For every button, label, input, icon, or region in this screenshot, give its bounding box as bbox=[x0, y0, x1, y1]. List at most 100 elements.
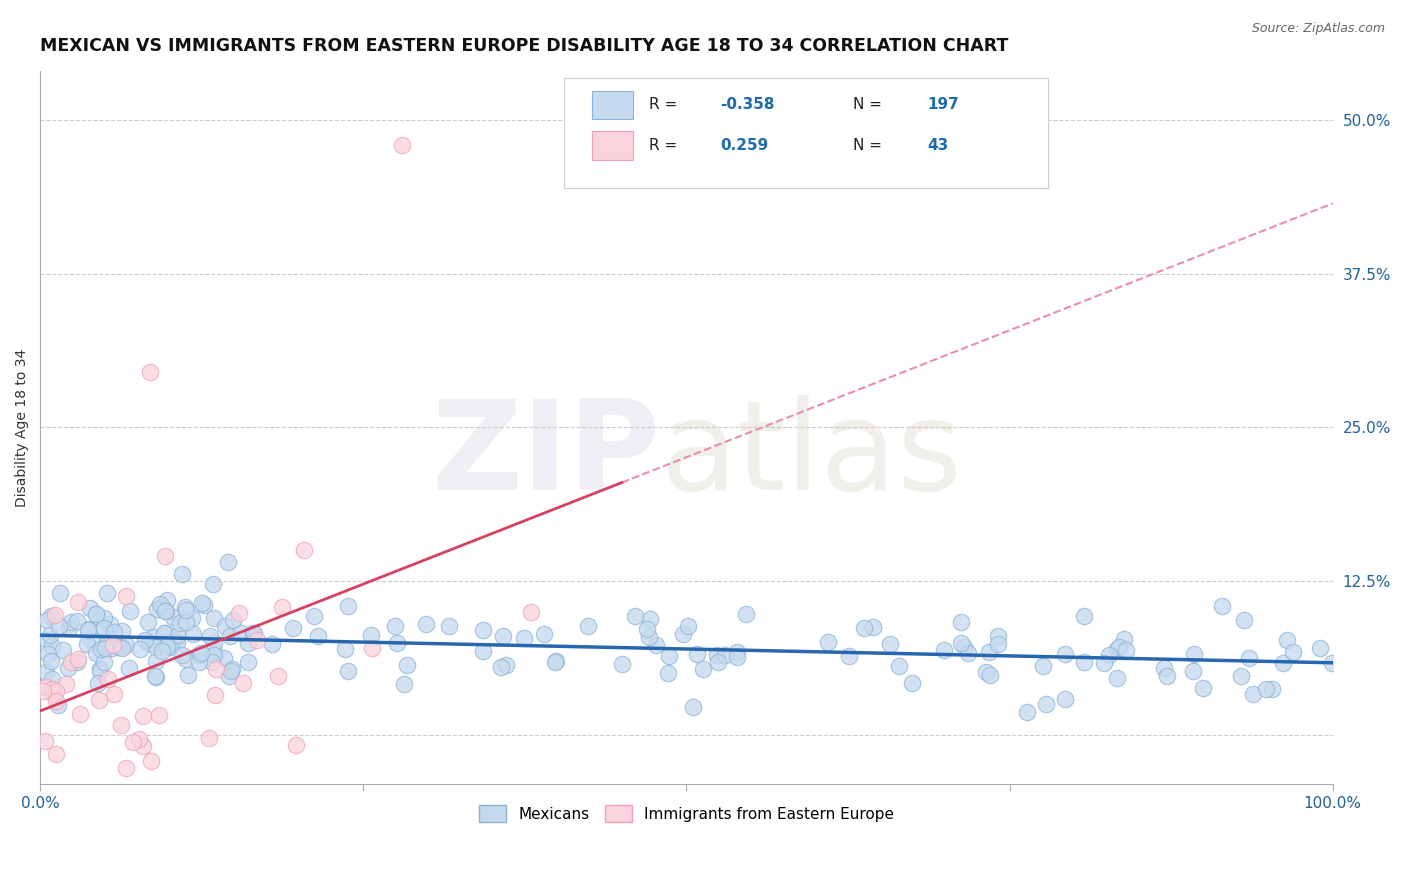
Point bbox=[1309, 641, 1331, 656]
Point bbox=[45, 747, 67, 761]
Point bbox=[41, 681, 63, 696]
Point bbox=[115, 761, 138, 775]
Point bbox=[1054, 692, 1077, 706]
Point bbox=[977, 645, 1000, 659]
Point bbox=[60, 615, 83, 629]
Point bbox=[84, 607, 107, 621]
Point bbox=[1053, 647, 1076, 661]
Point bbox=[84, 607, 107, 622]
Point bbox=[197, 731, 219, 745]
Point bbox=[163, 633, 186, 648]
Point bbox=[489, 659, 512, 673]
Point bbox=[93, 611, 115, 625]
Point bbox=[222, 613, 245, 627]
Point bbox=[35, 633, 58, 648]
Point bbox=[202, 577, 225, 591]
Point bbox=[187, 655, 209, 669]
Point bbox=[41, 672, 63, 686]
Point bbox=[229, 626, 252, 640]
Point bbox=[67, 652, 90, 666]
Point bbox=[39, 654, 62, 668]
Point bbox=[51, 643, 73, 657]
Point bbox=[58, 621, 80, 635]
Point bbox=[302, 609, 325, 624]
Point bbox=[219, 664, 242, 678]
Point bbox=[1032, 658, 1054, 673]
Point bbox=[817, 635, 839, 649]
Point bbox=[1035, 697, 1057, 711]
Point bbox=[307, 629, 329, 643]
Point bbox=[39, 628, 62, 642]
Point bbox=[212, 651, 235, 665]
Point bbox=[333, 641, 356, 656]
Text: 43: 43 bbox=[927, 138, 948, 153]
Point bbox=[172, 567, 194, 582]
Point bbox=[533, 626, 555, 640]
Point bbox=[853, 621, 876, 635]
Point bbox=[692, 662, 714, 676]
Point bbox=[139, 365, 162, 379]
Point bbox=[34, 680, 56, 694]
Point bbox=[949, 615, 972, 630]
Point bbox=[472, 644, 495, 658]
Point bbox=[1153, 661, 1175, 675]
Point bbox=[228, 606, 250, 620]
Point bbox=[232, 676, 254, 690]
Point bbox=[79, 632, 101, 646]
Point bbox=[336, 664, 359, 678]
Point bbox=[155, 604, 177, 618]
Point bbox=[143, 669, 166, 683]
Point bbox=[115, 589, 138, 603]
Point bbox=[111, 641, 134, 656]
Point bbox=[243, 625, 266, 640]
Point bbox=[986, 636, 1008, 650]
Point bbox=[1015, 706, 1038, 720]
Point bbox=[145, 654, 167, 668]
Point bbox=[1092, 656, 1115, 670]
Point bbox=[187, 648, 209, 662]
Point bbox=[725, 645, 748, 659]
Point bbox=[1115, 643, 1137, 657]
Point bbox=[166, 635, 188, 649]
Point bbox=[150, 599, 173, 614]
Point bbox=[1230, 668, 1253, 682]
Point bbox=[1211, 599, 1233, 613]
Point bbox=[110, 718, 132, 732]
Point bbox=[96, 586, 118, 600]
Point bbox=[520, 605, 543, 619]
Point bbox=[624, 609, 647, 624]
Point bbox=[118, 661, 141, 675]
Point bbox=[1260, 682, 1282, 697]
Point bbox=[176, 652, 198, 666]
Text: R =: R = bbox=[650, 138, 682, 153]
Point bbox=[131, 739, 153, 753]
Point bbox=[101, 640, 124, 655]
Point bbox=[77, 622, 100, 636]
Point bbox=[260, 637, 283, 651]
Point bbox=[637, 630, 659, 644]
Point bbox=[176, 668, 198, 682]
Point bbox=[107, 640, 129, 655]
Point bbox=[103, 624, 125, 639]
Point bbox=[46, 698, 69, 712]
Point bbox=[93, 656, 115, 670]
Text: ZIP: ZIP bbox=[432, 395, 661, 516]
Point bbox=[49, 586, 72, 600]
Point bbox=[862, 620, 884, 634]
Point bbox=[87, 676, 110, 690]
Point bbox=[1241, 687, 1264, 701]
FancyBboxPatch shape bbox=[592, 91, 634, 120]
Point bbox=[949, 636, 972, 650]
Text: N =: N = bbox=[853, 97, 887, 112]
Point bbox=[953, 640, 976, 654]
Point bbox=[204, 636, 226, 650]
Point bbox=[181, 611, 204, 625]
Point bbox=[146, 601, 169, 615]
Point bbox=[155, 639, 177, 653]
Point bbox=[879, 636, 901, 650]
Point bbox=[1105, 671, 1128, 685]
Text: atlas: atlas bbox=[661, 395, 963, 516]
Point bbox=[155, 604, 177, 618]
Text: Source: ZipAtlas.com: Source: ZipAtlas.com bbox=[1251, 22, 1385, 36]
Text: -0.358: -0.358 bbox=[720, 97, 775, 112]
